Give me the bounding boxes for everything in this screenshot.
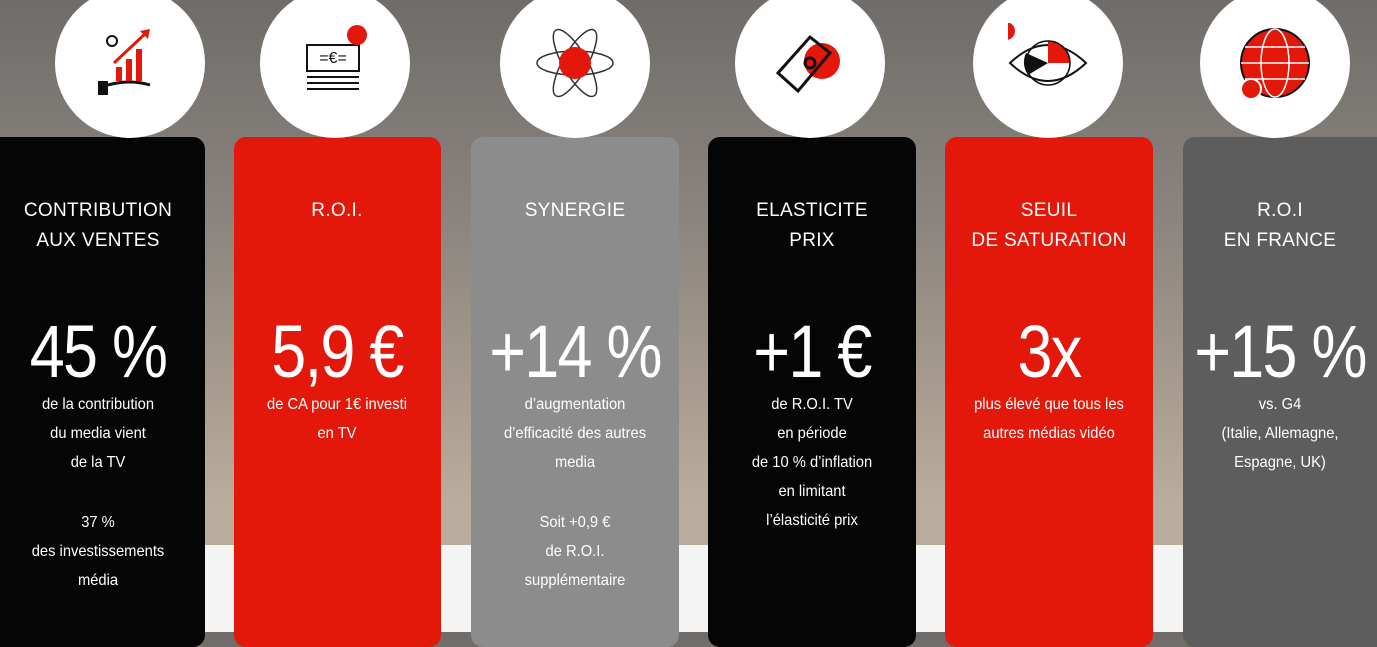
card-value: 3x [1017,310,1082,393]
card-text: média [77,572,119,589]
card-title: R.O.I. [311,200,363,221]
card-text: du media vient [50,425,146,442]
icon-tag [775,34,840,94]
card-text: autres médias vidéo [983,425,1115,442]
card: SEUIL DE SATURATION 3x plus élevé que tous … [945,137,1153,647]
card-title: EN FRANCE [1223,230,1337,251]
card-text: Espagne, UK) [1234,454,1326,471]
card: ELASTICITE PRIX +1 € de R.O.I. TV en période… [708,137,916,647]
icon-money: =€= [306,25,367,90]
card-text: l’élasticité prix [766,512,858,529]
card-value: +14 % [489,310,662,393]
card-text: de R.O.I. [545,543,605,560]
card-text: d’augmentation [524,396,626,413]
card-title: R.O.I [1257,200,1303,221]
icon-circle [500,0,650,138]
card-value: +15 % [1194,310,1367,393]
card-text: de la TV [70,454,126,471]
card-title: ELASTICITE [756,200,868,221]
icon-growth [98,29,151,95]
card-text: de R.O.I. TV [771,396,853,413]
card-text: en limitant [778,483,846,500]
card-title: DE SATURATION [971,230,1127,251]
card-text: Soit +0,9 € [539,514,611,531]
icon-circle [1200,0,1350,138]
icon-atom [536,28,614,98]
card-text: de CA pour 1€ investi [267,396,407,413]
card-title: CONTRIBUTION [23,200,173,221]
card-text: 37 % [81,514,115,531]
card: R.O.I EN FRANCE +15 % vs. G4 (Italie, Allema… [1183,137,1377,647]
card-text: vs. G4 [1258,396,1302,413]
icon-circle [735,0,885,138]
icon-circle [55,0,205,138]
card: SYNERGIE +14 % d’augmentation d’efficacité … [471,137,679,647]
card-text: plus élevé que tous les [974,396,1124,413]
card-title: SEUIL [1020,200,1078,221]
card-text: en TV [317,425,357,442]
card: CONTRIBUTION AUX VENTES 45 % de la contribu… [0,137,205,647]
card-text: des investissements [31,543,165,560]
card-text: d’efficacité des autres [503,425,647,442]
card: R.O.I. 5,9 € de CA pour 1€ investi en TV [234,137,441,647]
card-text: (Italie, Allemagne, [1221,425,1339,442]
icon-globe [1240,28,1310,100]
card-title: SYNERGIE [524,200,626,221]
svg-text:=€=: =€= [319,50,347,67]
card-text: media [554,454,596,471]
card-text: en période [777,425,847,442]
icon-eye [1008,23,1088,86]
card-title: PRIX [789,230,835,251]
background-strip [0,545,1377,632]
card-value: +1 € [753,310,872,393]
card-value: 5,9 € [271,310,404,393]
card-title: AUX VENTES [36,230,160,251]
card-text: de la contribution [41,396,155,413]
card-text: de 10 % d’inflation [751,454,873,471]
card-text: supplémentaire [524,572,626,589]
icon-circle [973,0,1123,138]
icon-circle: =€= [260,0,410,138]
card-value: 45 % [29,310,168,393]
